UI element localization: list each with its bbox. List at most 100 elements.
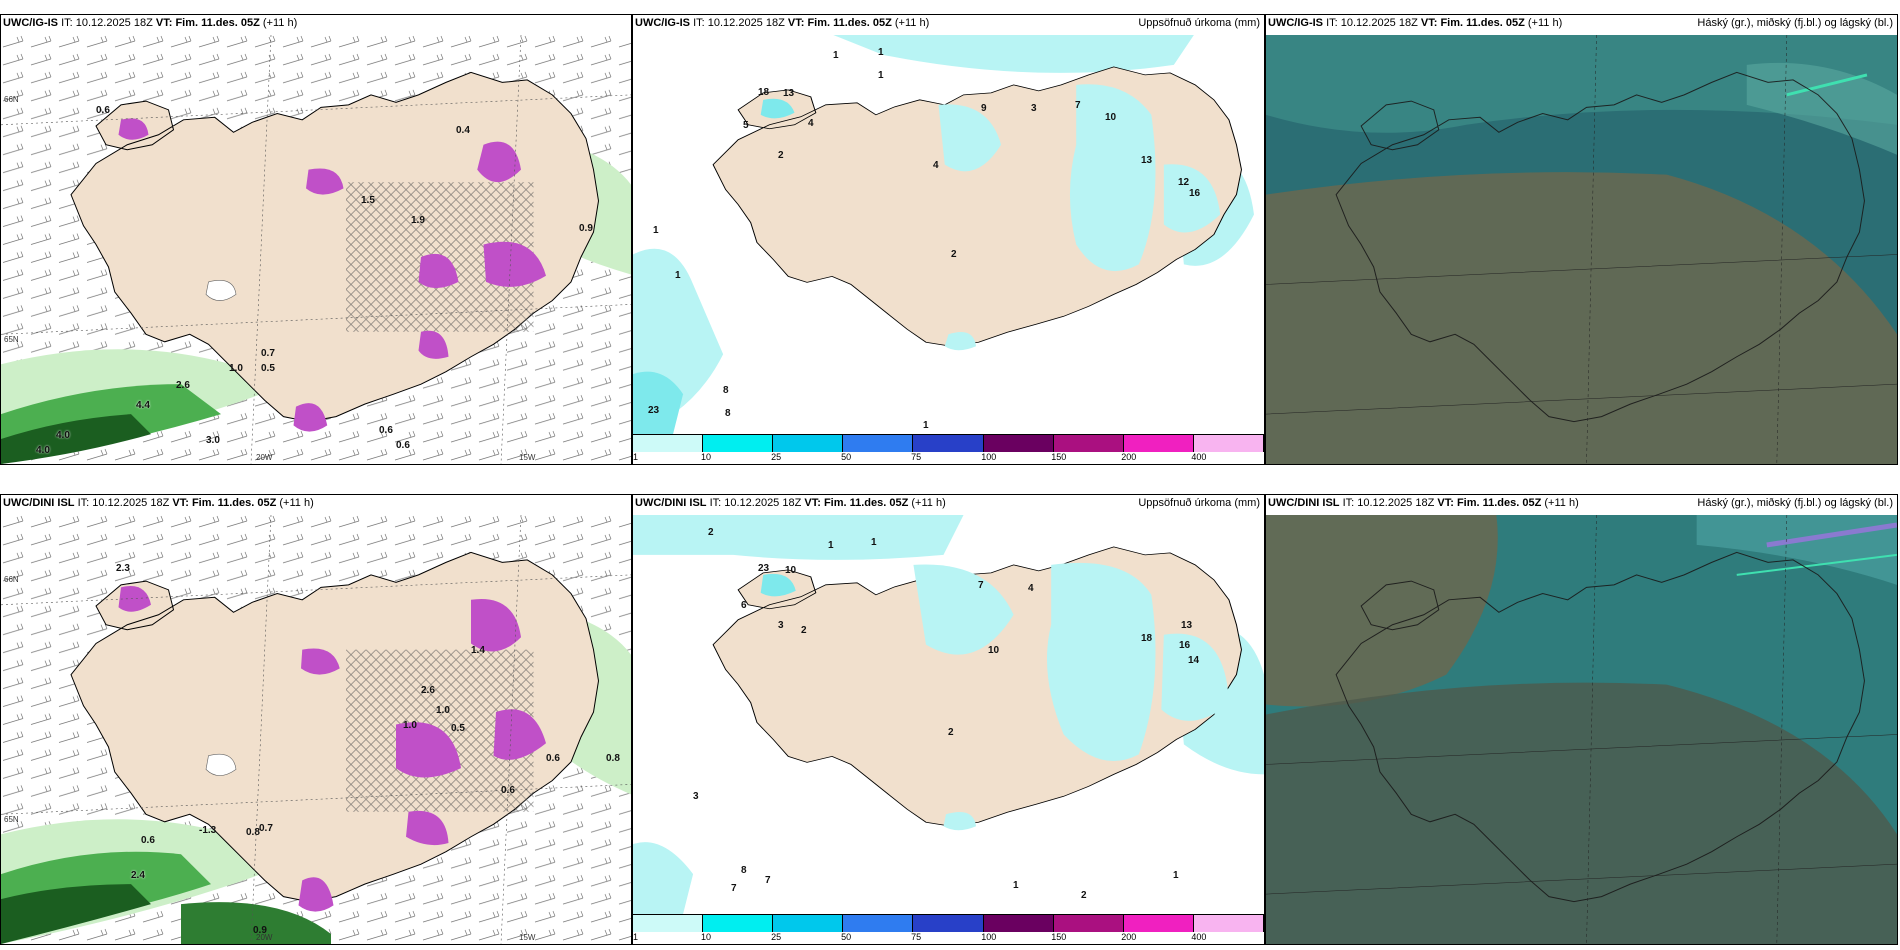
precip-value: 1 xyxy=(923,420,929,431)
value-label: 0.7 xyxy=(261,348,275,359)
precip-value: 4 xyxy=(808,118,814,129)
legend-tick: 25 xyxy=(771,932,782,942)
legend-swatch xyxy=(703,435,774,452)
legend-ticks: 1 10 25 50 75 100 150 200 400 xyxy=(633,932,1264,944)
legend-tick: 75 xyxy=(911,932,922,942)
precip-value: 1 xyxy=(878,47,884,58)
legend-tick: 75 xyxy=(911,452,922,462)
value-label: 1.5 xyxy=(361,195,375,206)
precip-value: 1 xyxy=(828,540,834,551)
precip-title: Uppsöfnuð úrkoma (mm) xyxy=(1138,497,1260,509)
precip-value: 2 xyxy=(1081,890,1087,901)
precip-value: 8 xyxy=(723,385,729,396)
precip-value: 3 xyxy=(778,620,784,631)
lon-label-15w: 15W xyxy=(519,453,536,462)
legend-tick: 150 xyxy=(1051,932,1067,942)
precip-value: 9 xyxy=(981,103,987,114)
panel-header: UWC/DINI ISL IT: 10.12.2025 18Z VT: Fim.… xyxy=(1268,497,1579,509)
legend-swatch xyxy=(843,915,914,932)
map-area xyxy=(1,515,631,944)
value-label: 2.4 xyxy=(131,870,145,881)
legend-swatch xyxy=(1123,915,1194,932)
legend-tick: 10 xyxy=(701,452,712,462)
precip-title: Uppsöfnuð úrkoma (mm) xyxy=(1138,17,1260,29)
value-label: 0.4 xyxy=(456,125,470,136)
cloud-title: Háský (gr.), miðský (fj.bl.) og lágský (… xyxy=(1697,17,1893,29)
panel-header: UWC/IG-IS IT: 10.12.2025 18Z VT: Fim. 11… xyxy=(3,17,298,29)
cloud-panel-dini: UWC/DINI ISL IT: 10.12.2025 18Z VT: Fim.… xyxy=(1265,494,1898,945)
legend-bar xyxy=(633,914,1264,932)
lon-label-20w: 20W xyxy=(256,933,273,942)
legend-tick: 10 xyxy=(701,932,712,942)
legend-swatch xyxy=(1193,435,1264,452)
value-label: 0.6 xyxy=(396,440,410,451)
precip-value: 1 xyxy=(653,225,659,236)
value-label: 0.5 xyxy=(261,363,275,374)
precip-value: 18 xyxy=(1141,633,1153,644)
legend-tick: 400 xyxy=(1191,932,1207,942)
value-label: 2.3 xyxy=(116,563,130,574)
value-label: 0.6 xyxy=(546,753,560,764)
precip-value: 3 xyxy=(693,791,699,802)
legend-tick: 200 xyxy=(1121,452,1137,462)
precip-value: 7 xyxy=(765,875,771,886)
legend-swatch xyxy=(913,435,984,452)
cloud-title: Háský (gr.), miðský (fj.bl.) og lágský (… xyxy=(1697,497,1893,509)
value-label: 0.9 xyxy=(253,925,267,936)
map-area xyxy=(633,35,1264,434)
panel-header: UWC/DINI ISL IT: 10.12.2025 18Z VT: Fim.… xyxy=(3,497,314,509)
legend-ticks: 1 10 25 50 75 100 150 200 400 xyxy=(633,452,1264,464)
legend-tick: 100 xyxy=(981,932,997,942)
precip-panel-dini: UWC/DINI ISL IT: 10.12.2025 18Z VT: Fim.… xyxy=(632,494,1265,945)
precip-value: 13 xyxy=(783,88,795,99)
precip-value: 6 xyxy=(741,600,747,611)
lon-label-20w: 20W xyxy=(256,453,273,462)
value-label: 3.0 xyxy=(206,435,220,446)
legend-swatch xyxy=(913,915,984,932)
wind-temp-panel-dini: UWC/DINI ISL IT: 10.12.2025 18Z VT: Fim.… xyxy=(0,494,632,945)
legend-swatch xyxy=(703,915,774,932)
legend-tick: 100 xyxy=(981,452,997,462)
precip-legend: 1 10 25 50 75 100 150 200 400 xyxy=(633,914,1264,944)
precip-value: 7 xyxy=(731,883,737,894)
value-label: 1.0 xyxy=(436,705,450,716)
legend-tick: 200 xyxy=(1121,932,1137,942)
legend-swatch xyxy=(1053,435,1124,452)
legend-swatch xyxy=(1053,915,1124,932)
value-label: 0.9 xyxy=(579,223,593,234)
legend-swatch xyxy=(1193,915,1264,932)
lat-label-65: 65N xyxy=(4,335,19,344)
precip-value: 4 xyxy=(933,160,939,171)
precip-value: 13 xyxy=(1141,155,1153,166)
precip-value: 8 xyxy=(725,408,731,419)
precip-value: 7 xyxy=(1075,100,1081,111)
value-label: 0.6 xyxy=(96,105,110,116)
precip-value: 14 xyxy=(1188,655,1200,666)
value-label: 1.4 xyxy=(471,645,485,656)
precip-value: 23 xyxy=(758,563,770,574)
precip-value: 1 xyxy=(878,70,884,81)
precip-value: 10 xyxy=(988,645,1000,656)
legend-swatch xyxy=(633,435,704,452)
legend-bar xyxy=(633,434,1264,452)
legend-swatch xyxy=(983,435,1054,452)
value-label: 0.8 xyxy=(246,827,260,838)
map-area xyxy=(1,35,631,464)
precip-value: 1 xyxy=(871,537,877,548)
precip-value: 7 xyxy=(978,580,984,591)
panel-header: UWC/IG-IS IT: 10.12.2025 18Z VT: Fim. 11… xyxy=(1268,17,1563,29)
value-label: 0.6 xyxy=(379,425,393,436)
precip-value: 8 xyxy=(741,865,747,876)
legend-tick: 1 xyxy=(633,452,639,462)
precip-value: 5 xyxy=(743,120,749,131)
precip-value: 1 xyxy=(1013,880,1019,891)
wind-temp-panel-ig: UWC/IG-IS IT: 10.12.2025 18Z VT: Fim. 11… xyxy=(0,14,632,465)
precip-value: 1 xyxy=(1173,870,1179,881)
precip-value: 1 xyxy=(675,270,681,281)
precip-value: 10 xyxy=(1105,112,1117,123)
panel-header: UWC/DINI ISL IT: 10.12.2025 18Z VT: Fim.… xyxy=(635,497,946,509)
legend-tick: 1 xyxy=(633,932,639,942)
legend-tick: 25 xyxy=(771,452,782,462)
value-label: 1.0 xyxy=(403,720,417,731)
map-area xyxy=(1266,515,1897,944)
